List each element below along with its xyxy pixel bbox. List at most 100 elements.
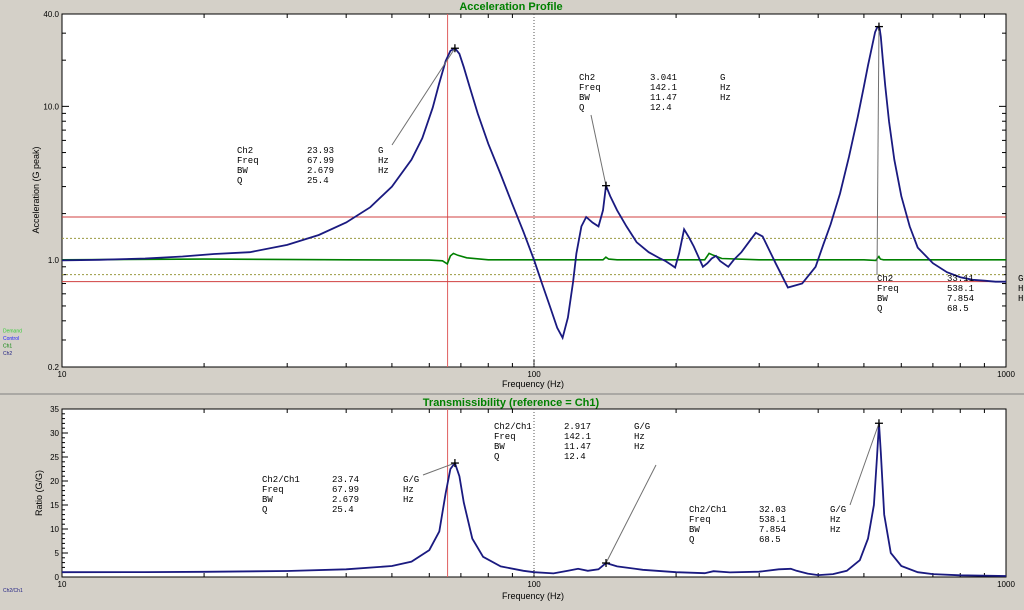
y-tick-label: 1.0 (48, 256, 60, 265)
annotation-freq: Freq (494, 432, 516, 442)
annotation-freq: Hz (830, 515, 841, 525)
transmissibility-ylabel: Ratio (G/G) (34, 470, 44, 516)
annotation-amplitude: Ch2/Ch1 (689, 505, 727, 515)
annotation-q: 12.4 (650, 103, 672, 113)
annotation-amplitude: 23.74 (332, 475, 359, 485)
annotation-freq: Freq (237, 156, 259, 166)
x-tick-label: 100 (527, 370, 541, 379)
annotation-leader-line (590, 114, 607, 186)
annotation-freq: 142.1 (650, 83, 677, 93)
legend-entry: Control (3, 336, 19, 342)
y-tick-label: 10.0 (43, 102, 59, 111)
annotation-bw: 7.854 (947, 294, 974, 304)
annotation-bw: Hz (634, 442, 645, 452)
annotation-leader-line (605, 464, 657, 564)
annotation-bw: Hz (830, 525, 841, 535)
annotation-q: Q (494, 452, 499, 462)
annotation-freq: 538.1 (947, 284, 974, 294)
annotation-q: Q (689, 535, 694, 545)
annotation-q: Q (877, 304, 882, 314)
annotation-q: 68.5 (759, 535, 781, 545)
y-tick-label: 0.2 (48, 363, 60, 372)
annotation-freq: Hz (403, 485, 414, 495)
annotation-amplitude: G/G (634, 422, 650, 432)
annotation-amplitude: 23.93 (307, 146, 334, 156)
annotation-freq: 538.1 (759, 515, 786, 525)
annotation-q: 12.4 (564, 452, 586, 462)
annotation-bw: 2.679 (307, 166, 334, 176)
x-tick-label: 10 (58, 580, 67, 589)
annotation-bw: 11.47 (650, 93, 677, 103)
legend-entry: Ch1 (3, 344, 12, 350)
annotation-q: 68.5 (947, 304, 969, 314)
acceleration-chart: 10 100 10000.21.010.040.0DemandControlCh1C… (3, 10, 1023, 379)
acceleration-ylabel: Acceleration (G peak) (31, 146, 41, 233)
acceleration-xlabel: Frequency (Hz) (502, 379, 564, 389)
annotation-freq: Hz (720, 83, 731, 93)
annotation-amplitude: G (1018, 274, 1023, 284)
legend-entry: Ch2/Ch1 (3, 588, 23, 594)
annotation-freq: 67.99 (332, 485, 359, 495)
annotation-freq: Hz (378, 156, 389, 166)
annotation-freq: H (1018, 284, 1023, 294)
y-tick-label: 15 (50, 501, 59, 510)
annotation-amplitude: G/G (830, 505, 846, 515)
annotation-bw: H (1018, 294, 1023, 304)
annotation-leader-line (876, 26, 880, 276)
annotation-amplitude: Ch2 (579, 73, 595, 83)
annotation-freq: Freq (877, 284, 899, 294)
annotation-freq: Freq (262, 485, 284, 495)
series-line-ch2-ch1 (62, 423, 1006, 577)
y-tick-label: 40.0 (43, 10, 59, 19)
annotation-bw: Hz (403, 495, 414, 505)
annotation-freq: 142.1 (564, 432, 591, 442)
transmissibility-xlabel: Frequency (Hz) (502, 591, 564, 601)
annotation-bw: 2.679 (332, 495, 359, 505)
annotation-amplitude: 3.041 (650, 73, 677, 83)
annotation-bw: BW (262, 495, 273, 505)
annotation-amplitude: 32.03 (759, 505, 786, 515)
annotation-freq: Freq (579, 83, 601, 93)
annotation-bw: Hz (378, 166, 389, 176)
transmissibility-chart: 10 100 1000 0 5 10 15 20 25 30 35 Ch2/Ch1 Ch2/Ch1 23.… (3, 405, 1015, 594)
annotation-bw: BW (877, 294, 888, 304)
annotation-freq: 67.99 (307, 156, 334, 166)
y-tick-label: 30 (50, 429, 59, 438)
annotation-amplitude: G/G (403, 475, 419, 485)
legend-entry: Ch2 (3, 351, 12, 357)
annotation-bw: BW (689, 525, 700, 535)
legend-entry: Demand (3, 329, 22, 335)
annotation-bw: BW (494, 442, 505, 452)
annotation-bw: BW (579, 93, 590, 103)
acceleration-title: Acceleration Profile (459, 1, 562, 13)
annotation-amplitude: Ch2/Ch1 (494, 422, 532, 432)
annotation-bw: 7.854 (759, 525, 786, 535)
annotation-amplitude: Ch2 (877, 274, 893, 284)
y-tick-label: 0 (55, 573, 60, 582)
y-tick-label: 5 (55, 549, 60, 558)
x-tick-label: 10 (58, 370, 67, 379)
x-tick-label: 1000 (997, 580, 1015, 589)
annotation-q: Q (262, 505, 267, 515)
x-tick-label: 100 (527, 580, 541, 589)
annotation-bw: 11.47 (564, 442, 591, 452)
annotation-leader-line (422, 462, 456, 476)
annotation-amplitude: G (378, 146, 383, 156)
y-tick-label: 35 (50, 405, 59, 414)
annotation-q: 25.4 (332, 505, 354, 515)
annotation-amplitude: G (720, 73, 725, 83)
annotation-q: 25.4 (307, 176, 329, 186)
y-tick-label: 25 (50, 453, 59, 462)
annotation-leader-line (391, 47, 456, 146)
annotation-bw: Hz (720, 93, 731, 103)
annotation-leader-line (849, 423, 880, 506)
x-tick-label: 1000 (997, 370, 1015, 379)
y-tick-label: 10 (50, 525, 59, 534)
annotation-bw: BW (237, 166, 248, 176)
annotation-freq: Freq (689, 515, 711, 525)
transmissibility-title: Transmissibility (reference = Ch1) (423, 397, 600, 409)
annotation-amplitude: 2.917 (564, 422, 591, 432)
annotation-q: Q (237, 176, 242, 186)
